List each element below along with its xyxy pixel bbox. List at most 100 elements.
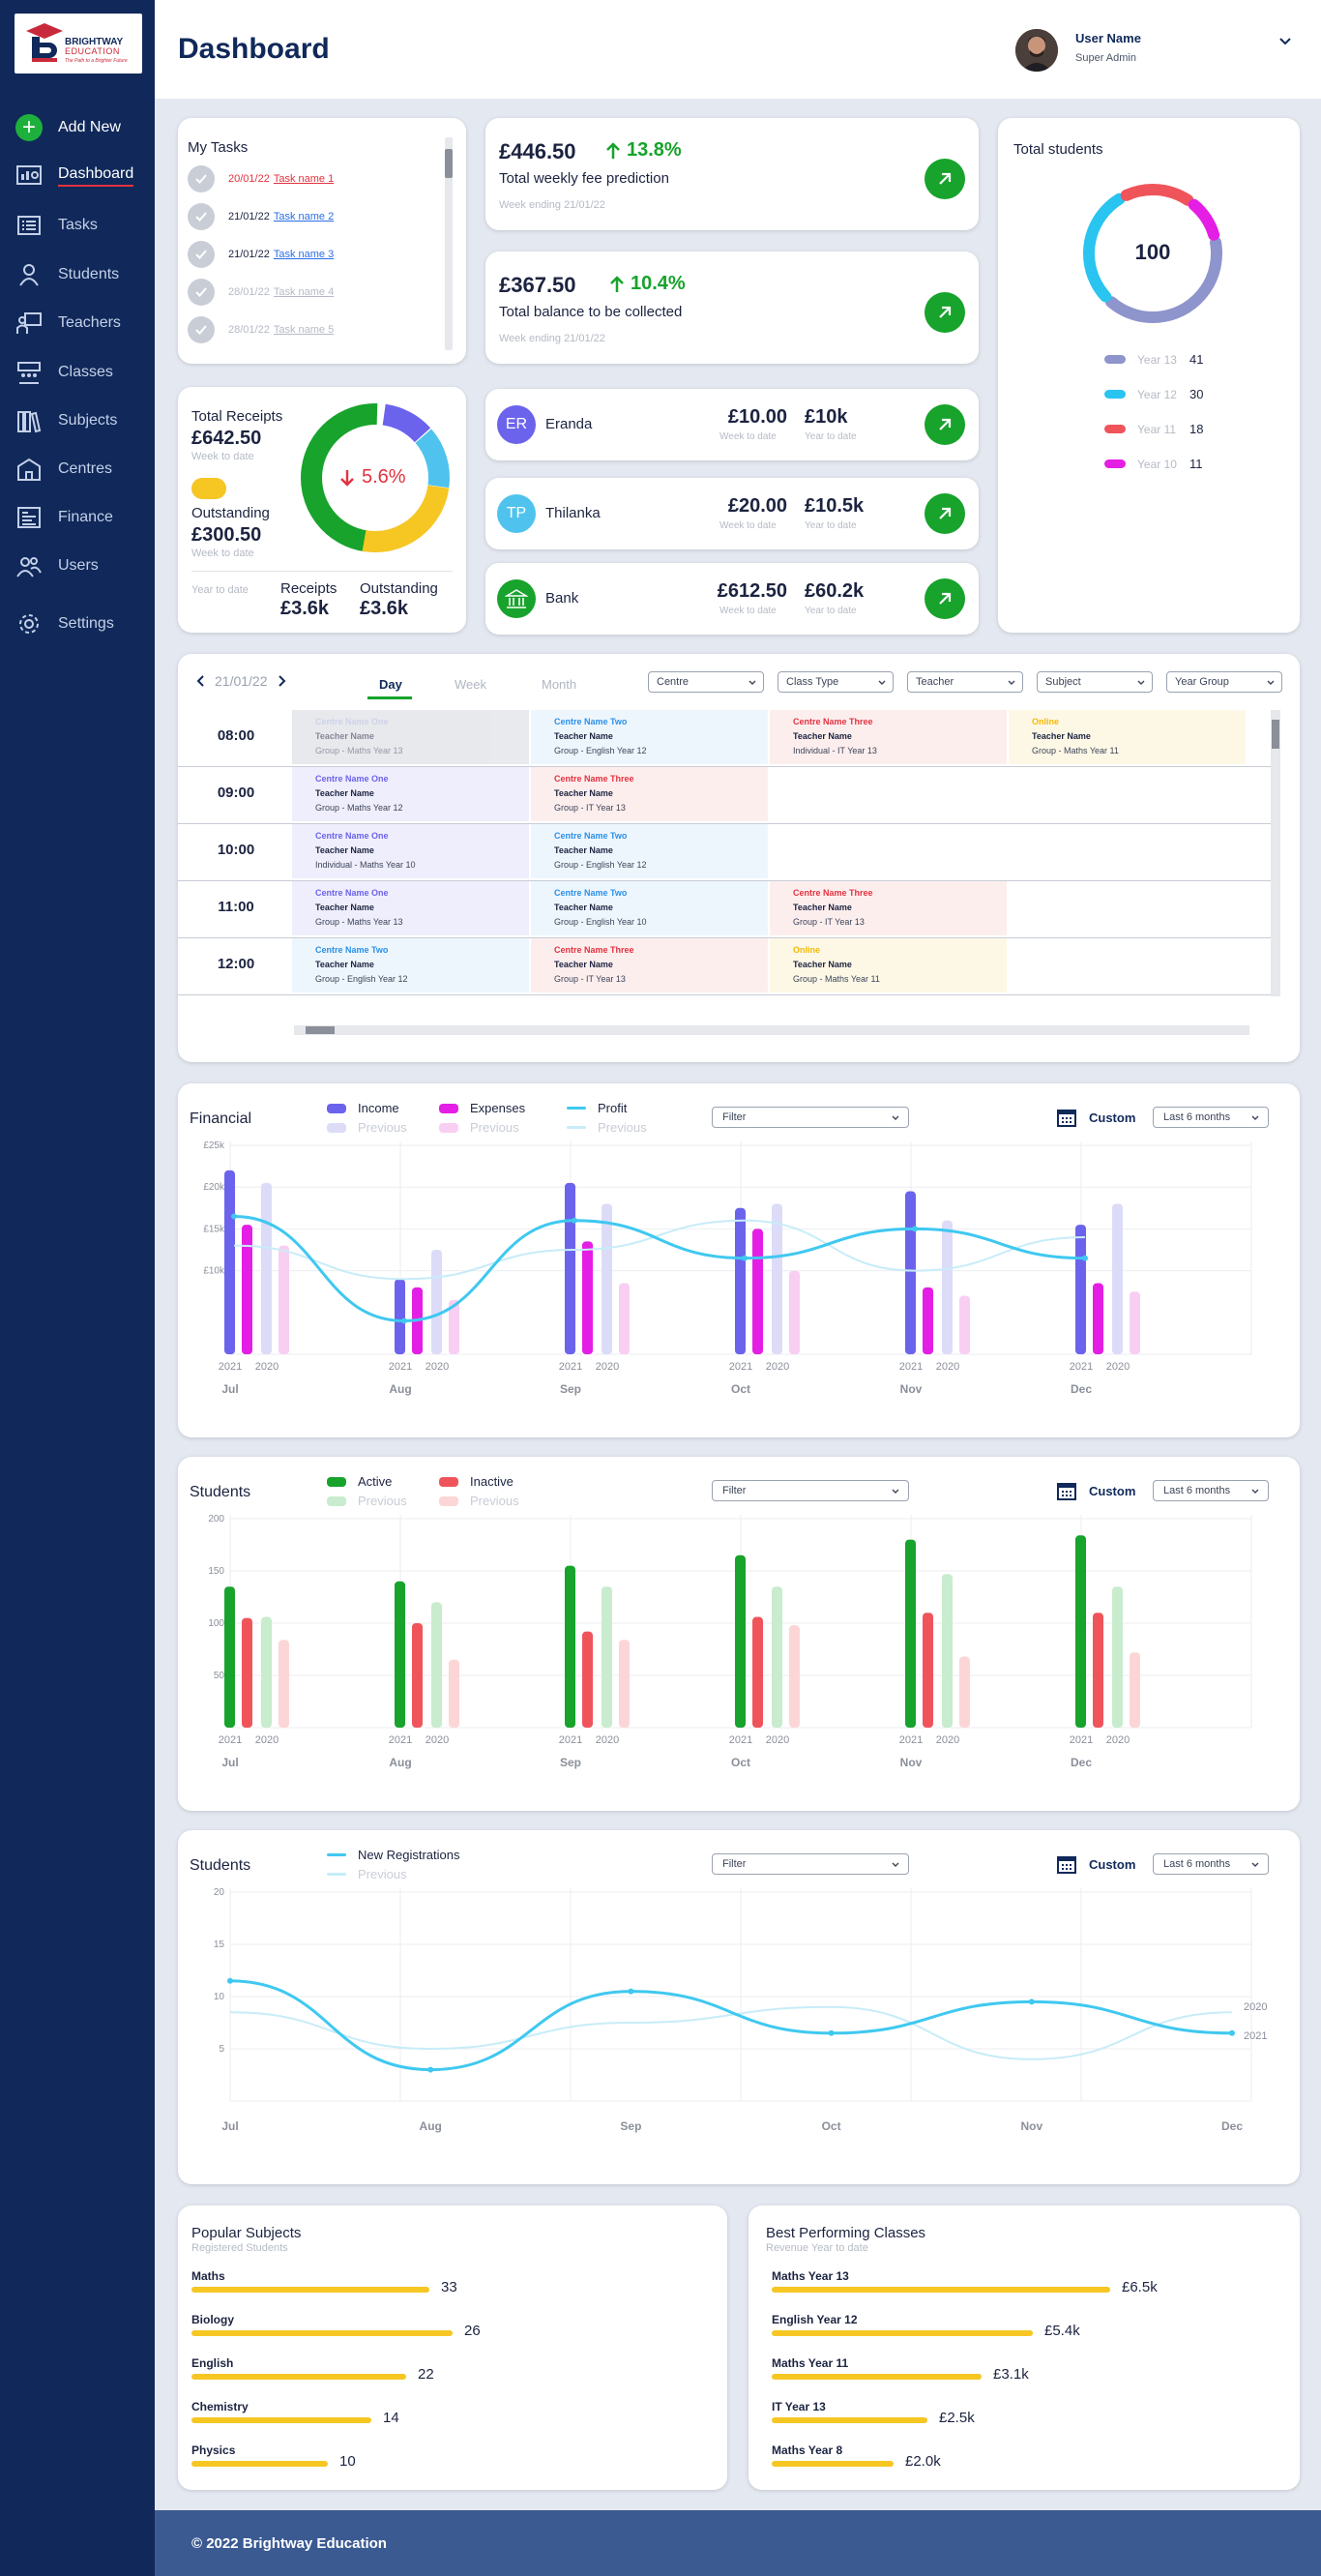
payee-year-amount: £10k [805, 406, 848, 428]
tab-month[interactable]: Month [542, 677, 577, 692]
chevron-down-icon [892, 1862, 899, 1867]
y-tick-label: 5 [219, 2044, 224, 2055]
task-link[interactable]: Task name 4 [273, 286, 335, 298]
x-tick-label: Jul [221, 2119, 238, 2133]
registrations-period-select[interactable]: Last 6 months [1153, 1853, 1269, 1875]
sidebar-item-students[interactable]: Students [14, 260, 149, 289]
sidebar-item-dashboard[interactable]: Dashboard [14, 162, 149, 191]
timetable-slot[interactable]: Online Teacher Name Group - Maths Year 11 [770, 938, 1007, 992]
task-item[interactable]: 28/01/22 Task name 4 [188, 278, 334, 307]
filter-class-type[interactable]: Class Type [778, 671, 894, 693]
sidebar-item-add-new[interactable]: + Add New [14, 113, 149, 142]
timetable-slot[interactable]: Centre Name Three Teacher Name Group - IT … [770, 881, 1007, 935]
task-link[interactable]: Task name 3 [273, 249, 335, 260]
check-circle-icon[interactable] [188, 316, 215, 343]
legend-registrations-previous[interactable]: Previous [327, 1867, 407, 1881]
sidebar-item-classes[interactable]: Classes [14, 358, 149, 387]
timetable-date[interactable]: 21/01/22 [215, 673, 268, 689]
students-status-filter-select[interactable]: Filter [712, 1480, 909, 1501]
sidebar-item-users[interactable]: Users [14, 551, 149, 580]
timetable-slot[interactable]: Centre Name Three Teacher Name Individual … [770, 710, 1007, 764]
legend-income[interactable]: Income [327, 1101, 399, 1115]
fee-prediction-open-button[interactable] [925, 159, 965, 199]
legend-expenses[interactable]: Expenses [439, 1101, 525, 1115]
timetable-v-scrollbar[interactable] [1271, 710, 1280, 996]
task-item[interactable]: 20/01/22 Task name 1 [188, 164, 334, 193]
tab-day[interactable]: Day [379, 677, 402, 692]
check-circle-icon[interactable] [188, 279, 215, 306]
brand-sub: EDUCATION [65, 46, 120, 56]
check-circle-icon[interactable] [188, 241, 215, 268]
timetable-v-scroll-thumb[interactable] [1272, 720, 1279, 749]
chevron-left-icon[interactable] [195, 674, 207, 688]
task-link[interactable]: Task name 1 [273, 173, 335, 185]
time-label: 12:00 [217, 956, 255, 972]
legend-profit-previous[interactable]: Previous [567, 1120, 647, 1135]
sidebar-item-centres[interactable]: Centres [14, 455, 149, 484]
chevron-down-icon[interactable] [1277, 33, 1294, 50]
financial-filter-select[interactable]: Filter [712, 1107, 909, 1128]
timetable-slot[interactable]: Centre Name Two Teacher Name Group - Engli… [531, 710, 768, 764]
payee-open-button[interactable] [925, 493, 965, 534]
legend-income-previous[interactable]: Previous [327, 1120, 407, 1135]
legend-active-previous[interactable]: Previous [327, 1494, 407, 1508]
registrations-filter-select[interactable]: Filter [712, 1853, 909, 1875]
year-label: 2021 [219, 1734, 242, 1746]
series-end-label: 2021 [1244, 2030, 1267, 2042]
task-item[interactable]: 21/01/22 Task name 2 [188, 202, 334, 231]
timetable-slot[interactable]: Centre Name Two Teacher Name Group - Engli… [531, 824, 768, 878]
filter-centre[interactable]: Centre [648, 671, 764, 693]
timetable-slot[interactable]: Centre Name Three Teacher Name Group - IT … [531, 938, 768, 992]
avatar[interactable] [1015, 29, 1058, 72]
bar-oct-1 [752, 1616, 763, 1728]
balance-open-button[interactable] [925, 292, 965, 333]
timetable-h-scrollbar[interactable] [294, 1025, 1249, 1035]
filter-teacher[interactable]: Teacher [907, 671, 1023, 693]
task-link[interactable]: Task name 5 [273, 324, 335, 336]
legend-profit[interactable]: Profit [567, 1101, 627, 1115]
timetable-slot[interactable]: Centre Name One Teacher Name Group - Maths… [292, 710, 529, 764]
task-item[interactable]: 28/01/22 Task name 5 [188, 315, 334, 344]
filter-subject[interactable]: Subject [1037, 671, 1153, 693]
sidebar-item-subjects[interactable]: Subjects [14, 406, 149, 435]
check-circle-icon[interactable] [188, 203, 215, 230]
payee-open-button[interactable] [925, 578, 965, 619]
task-item[interactable]: 21/01/22 Task name 3 [188, 240, 334, 269]
bar-nov-1 [923, 1287, 933, 1354]
financial-period-select[interactable]: Last 6 months [1153, 1107, 1269, 1128]
sidebar-item-finance[interactable]: Finance [14, 503, 149, 532]
tab-week[interactable]: Week [455, 677, 486, 692]
check-circle-icon[interactable] [188, 165, 215, 192]
task-link[interactable]: Task name 2 [273, 211, 335, 222]
sidebar-item-settings[interactable]: Settings [14, 609, 149, 638]
sidebar-item-label: Settings [58, 615, 114, 632]
chevron-right-icon[interactable] [276, 674, 287, 688]
financial-custom-range[interactable]: Custom [1056, 1107, 1135, 1128]
sidebar-item-teachers[interactable]: Teachers [14, 309, 149, 338]
filter-year-group[interactable]: Year Group [1166, 671, 1282, 693]
sidebar-item-tasks[interactable]: Tasks [14, 211, 149, 240]
timetable-slot[interactable]: Centre Name One Teacher Name Group - Maths… [292, 767, 529, 821]
timetable-slot[interactable]: Centre Name Two Teacher Name Group - Engli… [531, 881, 768, 935]
x-tick-label: Aug [420, 2119, 442, 2133]
legend-new-registrations[interactable]: New Registrations [327, 1848, 460, 1862]
legend-expenses-previous[interactable]: Previous [439, 1120, 519, 1135]
timetable-slot[interactable]: Centre Name One Teacher Name Individual - … [292, 824, 529, 878]
brand-logo[interactable]: BRIGHTWAY EDUCATION The Path to a Bright… [15, 14, 142, 74]
timetable-slot[interactable]: Centre Name One Teacher Name Group - Maths… [292, 881, 529, 935]
payee-open-button[interactable] [925, 404, 965, 445]
ytd-outstanding-label: Outstanding [360, 580, 438, 597]
legend-inactive-previous[interactable]: Previous [439, 1494, 519, 1508]
logo-mark-icon [26, 23, 63, 62]
tasks-scrollbar[interactable] [445, 137, 453, 350]
legend-active[interactable]: Active [327, 1474, 392, 1489]
students-status-custom-range[interactable]: Custom [1056, 1480, 1135, 1501]
students-status-period-select[interactable]: Last 6 months [1153, 1480, 1269, 1501]
legend-inactive[interactable]: Inactive [439, 1474, 514, 1489]
timetable-slot[interactable]: Centre Name Three Teacher Name Group - IT … [531, 767, 768, 821]
timetable-h-scroll-thumb[interactable] [306, 1026, 335, 1034]
registrations-custom-range[interactable]: Custom [1056, 1853, 1135, 1875]
tasks-scrollbar-thumb[interactable] [445, 149, 453, 178]
timetable-slot[interactable]: Centre Name Two Teacher Name Group - Engli… [292, 938, 529, 992]
timetable-slot[interactable]: Online Teacher Name Group - Maths Year 11 [1009, 710, 1246, 764]
